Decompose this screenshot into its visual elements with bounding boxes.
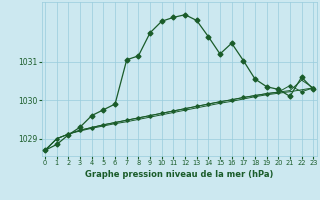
X-axis label: Graphe pression niveau de la mer (hPa): Graphe pression niveau de la mer (hPa): [85, 170, 273, 179]
